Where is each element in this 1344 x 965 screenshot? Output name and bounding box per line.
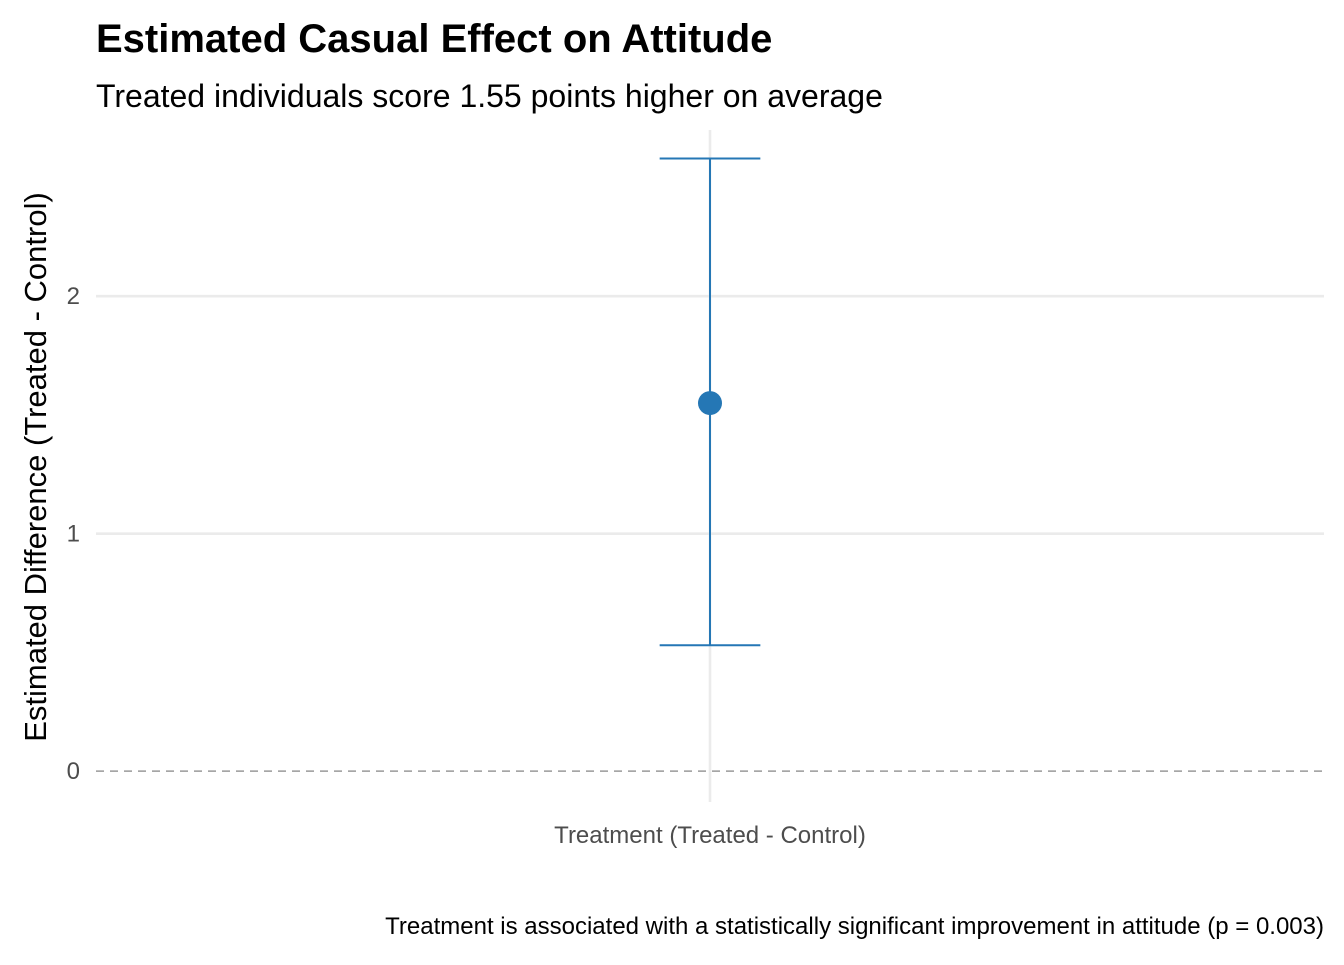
chart-subtitle: Treated individuals score 1.55 points hi… <box>96 78 883 114</box>
estimate-point-0 <box>698 391 722 416</box>
axis-layer: 0 1 2 Treatment (Treated - Control) <box>67 283 866 849</box>
y-tick-label-2: 2 <box>67 283 80 310</box>
y-tick-label-1: 1 <box>67 521 80 548</box>
y-axis-label: Estimated Difference (Treated - Control) <box>18 192 53 742</box>
y-tick-label-0: 0 <box>67 758 80 785</box>
x-tick-label-0: Treatment (Treated - Control) <box>554 822 866 849</box>
chart-caption: Treatment is associated with a statistic… <box>385 913 1324 940</box>
chart-title: Estimated Casual Effect on Attitude <box>96 17 772 61</box>
marks-layer <box>659 157 761 647</box>
